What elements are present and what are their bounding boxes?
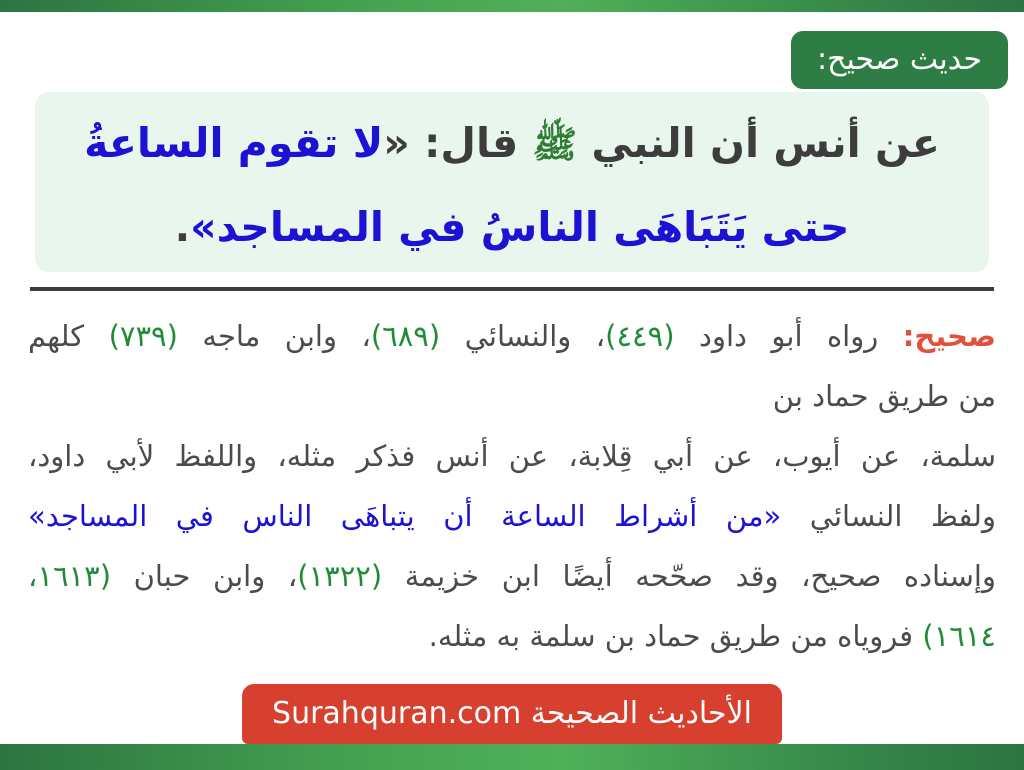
hadith-quote-text: حتى يَتَبَاهَى الناسُ في المساجد» xyxy=(190,203,850,251)
bottom-green-bar xyxy=(0,744,1024,770)
hadith-type-label: حديث صحيح: xyxy=(817,42,982,77)
source-series-label: الأحاديث الصحيحة xyxy=(530,696,752,731)
nasai-wording-quote: «من أشراط الساعة أن يتباهَى الناس في الم… xyxy=(28,499,782,533)
hadith-line: عن أنس أن النبي ﷺ قال: «لا تقوم الساعةُ xyxy=(35,102,989,186)
text-segment: فروياه من طريق حماد بن سلمة به مثله. xyxy=(428,619,923,653)
source-website-label: Surahquran.com xyxy=(272,696,522,731)
body-line: وإسناده صحيح، وقد صحّحه أيضًا ابن خزيمة … xyxy=(28,546,996,606)
hadith-number: (١٦١٣، xyxy=(28,559,112,593)
hadith-number: (٧٣٩) xyxy=(108,319,178,353)
top-green-bar xyxy=(0,0,1024,12)
text-segment: ، والنسائي xyxy=(440,319,606,353)
body-line: من طريق حماد بن xyxy=(28,366,996,426)
text-segment: ، وابن ماجه xyxy=(177,319,371,353)
text-segment: ولفظ النسائي xyxy=(781,499,996,533)
hadith-line: حتى يَتَبَاهَى الناسُ في المساجد». xyxy=(35,186,989,268)
hadith-quote-text: لا تقوم الساعةُ xyxy=(84,119,384,167)
text-segment: ، وابن حبان xyxy=(111,559,298,593)
body-line: سلمة، عن أيوب، عن أبي قِلابة، عن أنس فذك… xyxy=(28,426,996,486)
grading-label: صحيح: xyxy=(902,319,997,353)
hadith-text-box: عن أنس أن النبي ﷺ قال: «لا تقوم الساعةُ … xyxy=(35,92,989,272)
source-badge: الأحاديث الصحيحة Surahquran.com xyxy=(242,684,782,744)
hadith-number: ١٦١٤) xyxy=(922,619,996,653)
hadith-number: (٤٤٩) xyxy=(605,319,675,353)
horizontal-divider xyxy=(30,287,994,291)
body-line: ١٦١٤) فروياه من طريق حماد بن سلمة به مثل… xyxy=(28,606,996,666)
text-segment: وإسناده صحيح، وقد صحّحه أيضًا ابن خزيمة xyxy=(382,559,996,593)
hadith-number: (١٣٢٢) xyxy=(297,559,383,593)
body-line: صحيح: رواه أبو داود (٤٤٩)، والنسائي (٦٨٩… xyxy=(28,306,996,366)
hadith-narrator-text: عن أنس أن النبي xyxy=(577,119,940,167)
hadith-period: . xyxy=(174,203,191,251)
takhrij-body: صحيح: رواه أبو داود (٤٤٩)، والنسائي (٦٨٩… xyxy=(28,306,996,666)
pbuh-symbol: ﷺ xyxy=(532,123,578,166)
text-segment: من طريق حماد بن xyxy=(772,379,996,413)
hadith-said-text: قال: « xyxy=(383,119,533,167)
hadith-number: (٦٨٩) xyxy=(370,319,441,353)
text-segment: كلهم xyxy=(28,319,109,353)
text-segment: سلمة، عن أيوب، عن أبي قِلابة، عن أنس فذك… xyxy=(28,439,996,473)
body-line: ولفظ النسائي «من أشراط الساعة أن يتباهَى… xyxy=(28,486,996,546)
text-segment: رواه أبو داود xyxy=(674,319,903,353)
hadith-type-badge: حديث صحيح: xyxy=(791,31,1008,89)
